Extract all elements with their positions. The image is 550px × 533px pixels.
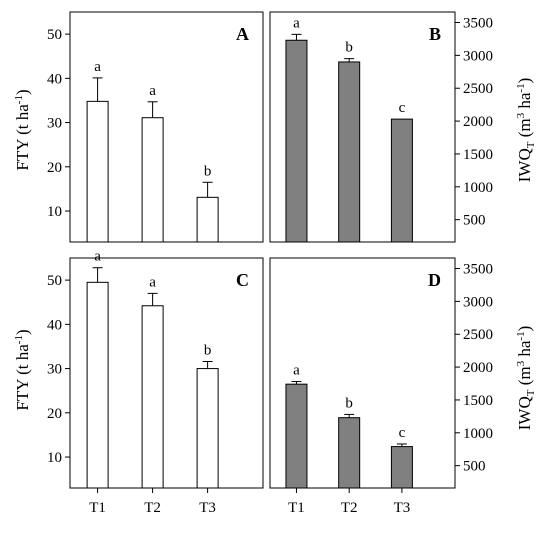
panel-d-letter: D: [428, 270, 441, 290]
y-axis-title-right-bottom: IWQT (m3 ha-1): [515, 326, 537, 431]
panel-a-letter: A: [236, 24, 249, 44]
panel-a-bar: [86, 100, 109, 243]
panel-c-ytick-label: 30: [47, 362, 62, 378]
panel-b-ytick-label: 3000: [463, 48, 493, 64]
panel-a-ytick-label: 20: [47, 160, 62, 176]
panel-b-ytick-label: 2500: [463, 81, 493, 97]
panel-d-xtick-label: T2: [341, 500, 358, 516]
panel-c-bar: [86, 281, 109, 489]
y-axis-title-left-top: FTY (t ha-1): [13, 89, 32, 170]
panel-a-bar: [196, 196, 219, 243]
panel-d-ytick-label: 1000: [463, 426, 493, 442]
panel-c-ytick-label: 10: [47, 450, 62, 466]
panel-a-frame: [69, 11, 264, 243]
panel-c-significance-letter: b: [204, 343, 212, 359]
panel-d-ytick-label: 2500: [463, 327, 493, 343]
panel-a-significance-letter: a: [149, 83, 156, 99]
panel-c-ytick-label: 20: [47, 406, 62, 422]
panel-b-ytick-label: 1000: [463, 180, 493, 196]
panel-c-xtick-label: T1: [89, 500, 106, 516]
panel-c-xtick-label: T3: [199, 500, 216, 516]
panel-c-xtick-label: T2: [144, 500, 161, 516]
panel-d-ytick-label: 1500: [463, 393, 493, 409]
panel-d-ytick-label: 3500: [463, 262, 493, 278]
panel-d-significance-letter: c: [399, 425, 406, 441]
panel-a-ytick-label: 40: [47, 71, 62, 87]
panel-c-frame: [69, 257, 264, 489]
panel-b-significance-letter: b: [345, 40, 353, 56]
panel-a-ytick-label: 10: [47, 204, 62, 220]
panel-c-bar: [196, 368, 219, 489]
panel-c-ytick-label: 50: [47, 273, 62, 289]
y-axis-title-right-top: IWQT (m3 ha-1): [515, 78, 537, 183]
panel-b-letter: B: [429, 24, 441, 44]
panel-b-bar: [390, 118, 413, 243]
panel-b-ytick-label: 2000: [463, 114, 493, 130]
panel-d-xtick-label: T3: [394, 500, 411, 516]
panel-c-ytick-label: 40: [47, 317, 62, 333]
panel-b-ytick-label: 3500: [463, 16, 493, 32]
y-axis-title-left-bottom: FTY (t ha-1): [13, 329, 32, 410]
panel-d-significance-letter: b: [345, 395, 353, 411]
panel-a-ytick-label: 50: [47, 27, 62, 43]
panel-b-bar: [285, 39, 308, 243]
panel-d-significance-letter: a: [293, 363, 300, 379]
panel-b-significance-letter: a: [293, 15, 300, 31]
panel-d-ytick-label: 500: [463, 459, 486, 475]
panel-d-ytick-label: 2000: [463, 360, 493, 376]
panel-a-ytick-label: 30: [47, 116, 62, 132]
panel-c-significance-letter: a: [149, 274, 156, 290]
panel-c-bar: [141, 305, 164, 489]
panel-a-significance-letter: b: [204, 163, 212, 179]
panel-a-bar: [141, 117, 164, 243]
panel-d-ytick-label: 3000: [463, 294, 493, 310]
panel-b-significance-letter: c: [399, 100, 406, 116]
panel-d-bar: [338, 417, 361, 489]
panel-d-xtick-label: T1: [288, 500, 305, 516]
panel-b-ytick-label: 500: [463, 213, 486, 229]
panel-c-significance-letter: a: [94, 249, 101, 265]
panel-c-letter: C: [236, 270, 249, 290]
panel-b-bar: [338, 61, 361, 243]
panel-d-bar: [285, 383, 308, 489]
panel-d-frame: [269, 257, 456, 489]
panel-d-bar: [390, 446, 413, 489]
panel-b-frame: [269, 11, 456, 243]
panel-a-significance-letter: a: [94, 59, 101, 75]
panel-b-ytick-label: 1500: [463, 147, 493, 163]
